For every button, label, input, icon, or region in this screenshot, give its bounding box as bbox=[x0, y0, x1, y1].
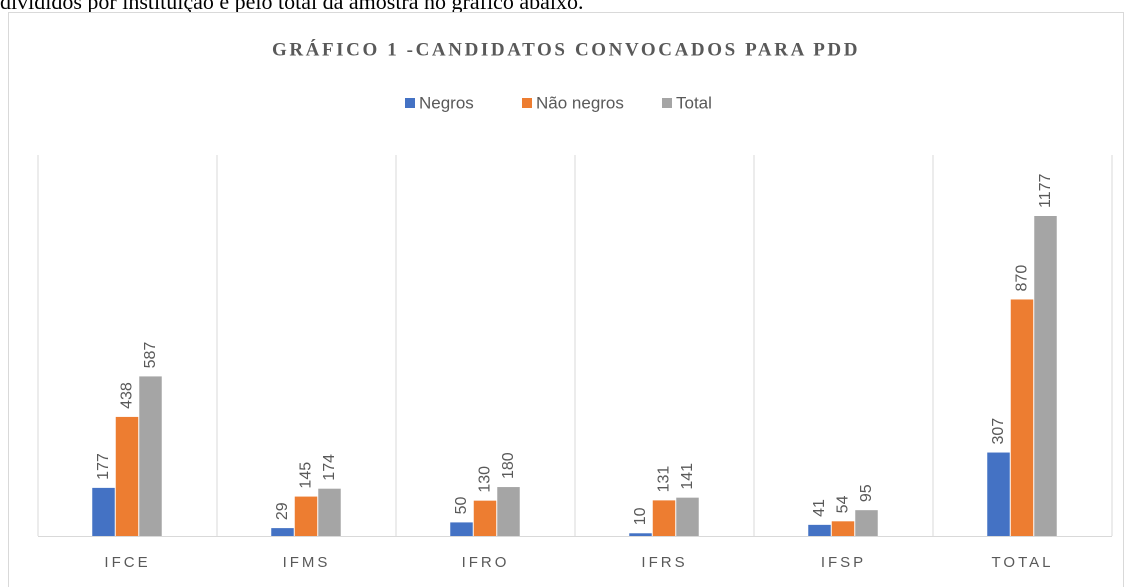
data-label: 29 bbox=[274, 502, 291, 520]
intro-text: divididos por instituição e pelo total d… bbox=[0, 0, 583, 14]
data-label: 174 bbox=[321, 454, 338, 481]
x-tick-label: IFSP bbox=[821, 554, 866, 571]
x-tick-label: IFCE bbox=[104, 554, 150, 571]
bar bbox=[139, 376, 162, 536]
legend-swatch bbox=[662, 98, 672, 108]
data-label: 1177 bbox=[1037, 173, 1054, 208]
bar bbox=[115, 416, 139, 536]
data-label: 41 bbox=[811, 499, 828, 517]
bar bbox=[808, 524, 831, 536]
data-label: 438 bbox=[119, 382, 136, 409]
data-label: 130 bbox=[477, 466, 494, 493]
bar bbox=[1010, 299, 1034, 536]
bar bbox=[497, 487, 520, 536]
legend-swatch bbox=[522, 98, 532, 108]
bar bbox=[652, 500, 676, 536]
legend-swatch bbox=[405, 98, 415, 108]
data-label: 95 bbox=[858, 484, 875, 502]
x-tick-label: IFRS bbox=[641, 554, 687, 571]
bar bbox=[294, 496, 318, 536]
chart-frame bbox=[8, 12, 1124, 587]
chart-title: GRÁFICO 1 -CANDIDATOS CONVOCADOS PARA PD… bbox=[272, 38, 860, 60]
bar bbox=[271, 528, 294, 536]
bar bbox=[450, 522, 473, 536]
bar bbox=[855, 510, 878, 536]
bar bbox=[831, 521, 855, 536]
data-label: 50 bbox=[453, 497, 470, 515]
x-tick-label: TOTAL bbox=[992, 554, 1054, 571]
data-label: 870 bbox=[1014, 265, 1031, 292]
bar bbox=[629, 533, 652, 536]
legend-label: Total bbox=[676, 93, 712, 112]
legend-label: Não negros bbox=[536, 93, 624, 112]
data-label: 10 bbox=[632, 507, 649, 525]
x-tick-label: IFMS bbox=[283, 554, 331, 571]
data-label: 54 bbox=[835, 495, 852, 513]
data-label: 145 bbox=[298, 462, 315, 489]
legend-label: Negros bbox=[419, 93, 474, 112]
bar bbox=[92, 487, 115, 536]
data-label: 141 bbox=[679, 463, 696, 490]
data-label: 177 bbox=[95, 453, 112, 480]
bar bbox=[318, 488, 341, 536]
data-label: 131 bbox=[656, 466, 673, 493]
data-label: 180 bbox=[500, 452, 517, 479]
bar bbox=[676, 497, 699, 536]
bar bbox=[987, 452, 1010, 536]
bar bbox=[1034, 216, 1057, 536]
data-label: 307 bbox=[990, 418, 1007, 445]
data-label: 587 bbox=[142, 342, 159, 369]
x-tick-label: IFRO bbox=[462, 554, 510, 571]
bar bbox=[473, 500, 497, 536]
